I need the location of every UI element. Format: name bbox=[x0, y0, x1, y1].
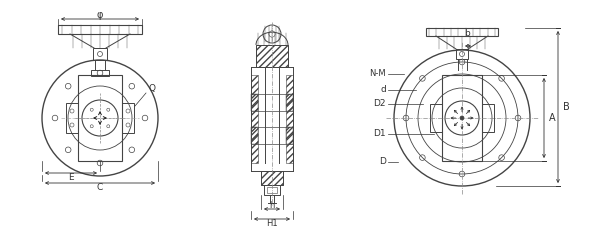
Text: A: A bbox=[549, 113, 556, 123]
Bar bbox=[264, 185, 280, 195]
Text: N-M: N-M bbox=[370, 69, 386, 78]
Bar bbox=[267, 187, 277, 193]
Bar bbox=[256, 45, 288, 67]
Text: φ: φ bbox=[97, 10, 103, 20]
Text: D2: D2 bbox=[373, 99, 386, 109]
Text: B: B bbox=[563, 102, 570, 112]
Text: D1: D1 bbox=[373, 129, 386, 139]
Bar bbox=[91, 70, 109, 76]
Bar bbox=[261, 171, 283, 185]
Bar bbox=[66, 103, 78, 133]
Text: C: C bbox=[97, 183, 103, 191]
Text: E: E bbox=[68, 172, 74, 182]
Text: Q: Q bbox=[149, 84, 155, 92]
Bar bbox=[456, 49, 468, 59]
Text: b: b bbox=[464, 29, 470, 38]
Bar bbox=[78, 75, 122, 161]
Bar bbox=[251, 127, 258, 144]
Text: d: d bbox=[380, 85, 386, 95]
Bar bbox=[442, 75, 482, 161]
Bar bbox=[286, 127, 293, 144]
Bar bbox=[122, 103, 134, 133]
Bar bbox=[256, 45, 288, 67]
Bar bbox=[286, 75, 293, 163]
Bar bbox=[430, 104, 442, 132]
Text: H1: H1 bbox=[266, 219, 278, 227]
Bar bbox=[93, 48, 107, 60]
Circle shape bbox=[460, 116, 464, 120]
Text: D: D bbox=[379, 157, 386, 167]
Bar bbox=[426, 28, 498, 36]
Bar bbox=[251, 75, 258, 163]
Bar bbox=[286, 94, 293, 111]
Bar bbox=[482, 104, 494, 132]
Text: h: h bbox=[269, 201, 275, 211]
Bar bbox=[261, 171, 283, 185]
Bar bbox=[251, 94, 258, 111]
Bar bbox=[58, 25, 142, 34]
